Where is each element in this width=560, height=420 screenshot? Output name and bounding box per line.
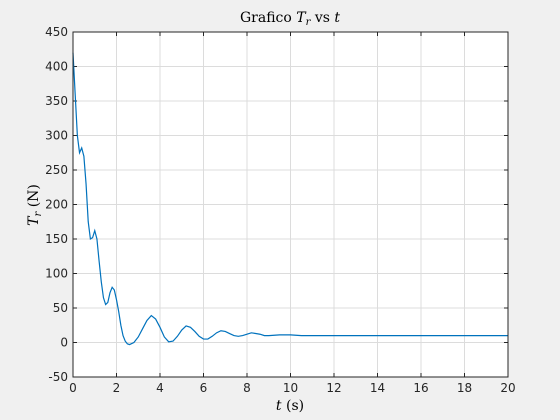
x-tick-label: 10	[283, 381, 298, 395]
y-axis-label: Tr (N)	[26, 184, 44, 226]
series-line	[72, 52, 508, 346]
x-tick-label: 2	[113, 381, 121, 395]
y-tick-label: 100	[45, 267, 68, 281]
plot-frame	[72, 31, 509, 378]
y-tick-label: 150	[45, 232, 68, 246]
x-tick-label: 16	[413, 381, 428, 395]
x-tick-label: 6	[200, 381, 208, 395]
y-tick-label: 450	[45, 25, 68, 39]
y-tick-label: -50	[48, 370, 68, 384]
y-tick-label: 300	[45, 129, 68, 143]
x-tick-label: 4	[156, 381, 164, 395]
ticks: 0 2 4 6 8 10 12 14 16 18 20-5005010015020025030035…	[45, 25, 516, 395]
y-tick-label: 50	[53, 301, 68, 315]
x-tick-label: 14	[370, 381, 385, 395]
x-tick-label: 8	[243, 381, 251, 395]
y-tick-label: 0	[60, 336, 68, 350]
y-tick-label: 350	[45, 94, 68, 108]
y-tick-label: 250	[45, 163, 68, 177]
x-axis-label: t (s)	[276, 398, 304, 414]
y-tick-label: 200	[45, 198, 68, 212]
x-tick-label: 20	[500, 381, 515, 395]
x-tick-label: 18	[457, 381, 472, 395]
x-tick-label: 0	[69, 381, 77, 395]
chart-title: Grafico Tr vs t	[240, 10, 340, 28]
y-tick-label: 400	[45, 60, 68, 74]
x-tick-label: 12	[326, 381, 341, 395]
